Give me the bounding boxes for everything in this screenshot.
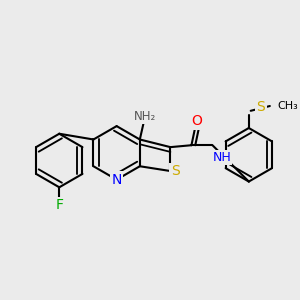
Text: CH₃: CH₃ <box>278 101 298 111</box>
Text: O: O <box>192 114 203 128</box>
Text: F: F <box>55 198 63 212</box>
Text: NH₂: NH₂ <box>134 110 156 123</box>
Text: NH: NH <box>212 151 231 164</box>
Text: S: S <box>256 100 265 114</box>
Text: S: S <box>171 164 180 178</box>
Text: N: N <box>111 172 122 187</box>
